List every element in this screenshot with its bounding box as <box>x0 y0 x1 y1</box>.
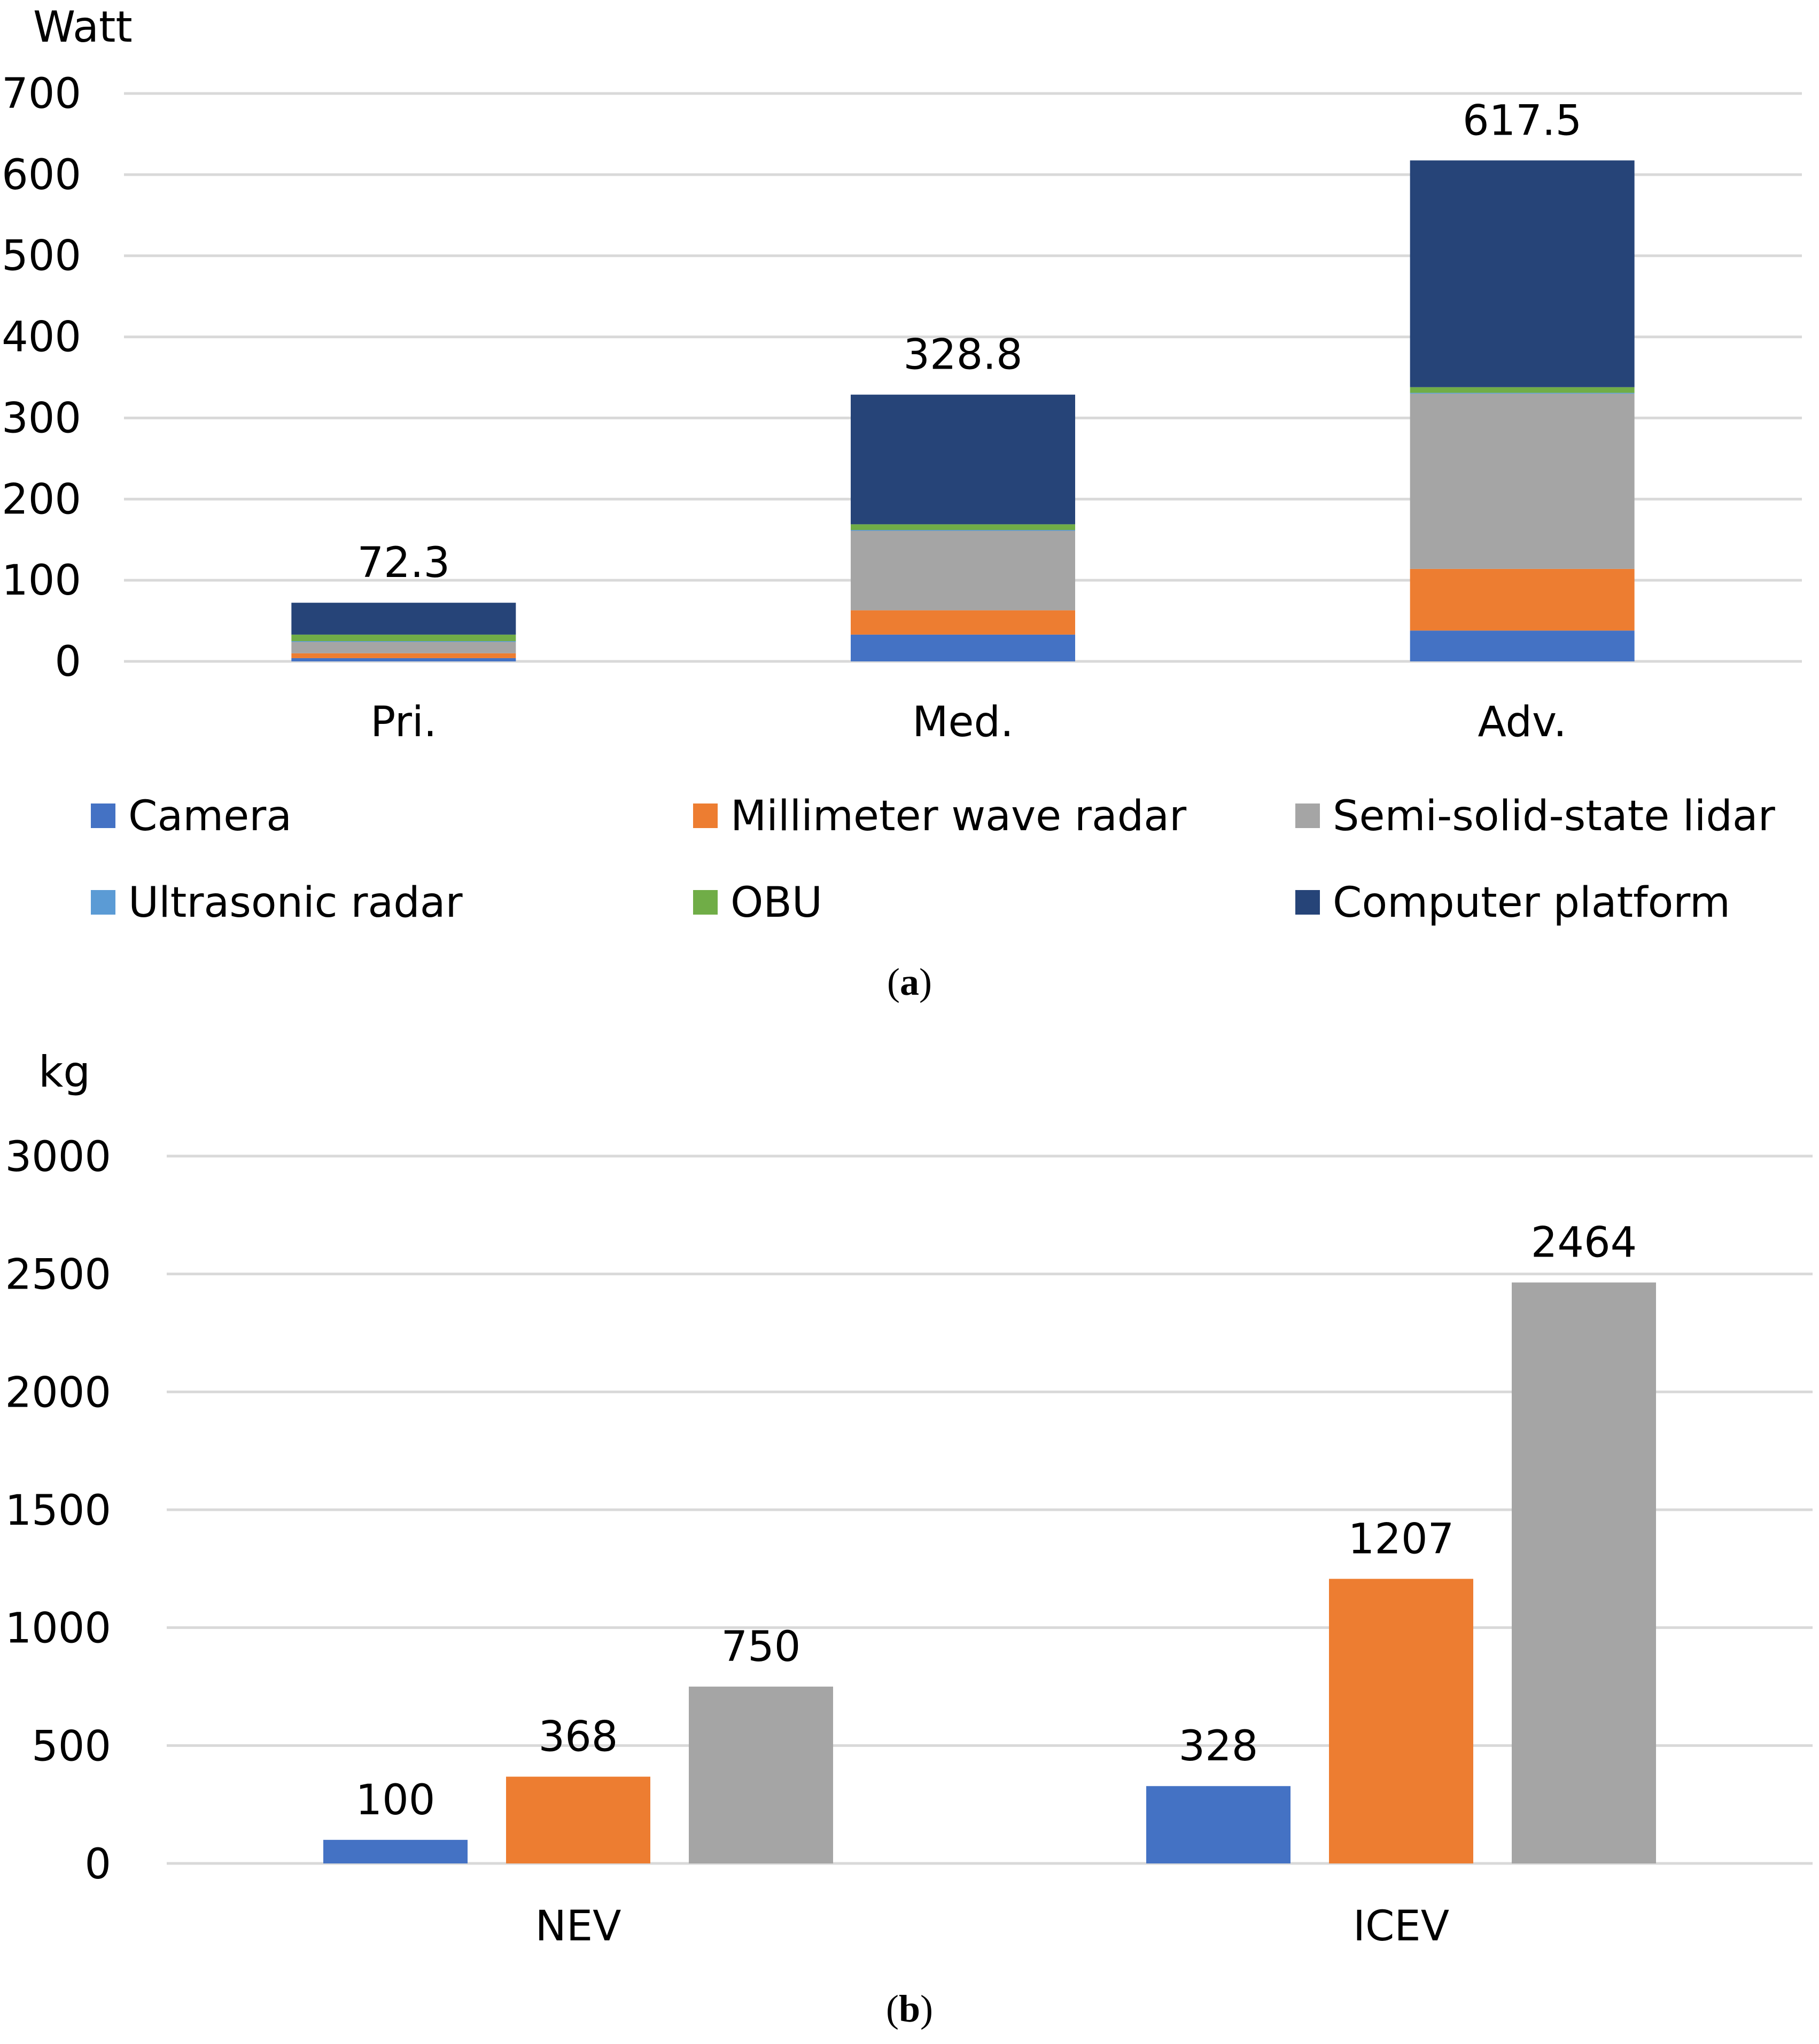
bar-med-millimeter-wave-radar <box>851 610 1075 635</box>
bar-med-computer-platform <box>851 394 1075 525</box>
panel-b-y-tick-label: 1500 <box>5 1487 111 1535</box>
bar-adv-ultrasonic-radar <box>1410 393 1635 394</box>
legend-label: OBU <box>730 879 822 927</box>
total-label-pri: 72.3 <box>357 539 450 587</box>
panel-a-y-tick-label: 100 <box>2 557 81 605</box>
bar-icev-series-2 <box>1329 1579 1473 1863</box>
bar-nev-series-2 <box>506 1776 650 1863</box>
legend-swatch <box>1295 890 1320 915</box>
category-label-med: Med. <box>912 698 1014 746</box>
caption-a-letter: a <box>900 961 919 1003</box>
bar-pri-camera <box>291 658 516 661</box>
data-label-nev-series-2: 368 <box>539 1713 618 1761</box>
bar-pri-computer-platform <box>291 603 516 635</box>
total-label-adv: 617.5 <box>1463 97 1582 145</box>
panel-a-bars <box>291 160 1635 661</box>
caption-b-letter: b <box>899 1987 920 2030</box>
panel-b-unit-label: kg <box>38 1047 90 1097</box>
panel-b-y-axis: 0 500 1000 1500 2000 2500 3000 <box>5 1133 111 1889</box>
legend-label: Millimeter wave radar <box>730 792 1187 840</box>
legend-swatch <box>693 803 718 828</box>
legend-item-obu: OBU <box>693 879 822 927</box>
panel-a-chart: Watt 0 100 200 300 400 500 600 700 72.3 328.8 617… <box>2 2 1802 1003</box>
panel-b-y-tick-label: 0 <box>84 1840 111 1889</box>
caption-a: (a) <box>887 961 932 1003</box>
data-label-icev-series-2: 1207 <box>1348 1515 1455 1563</box>
panel-b-y-tick-label: 3000 <box>5 1133 111 1181</box>
category-label-pri: Pri. <box>370 698 437 746</box>
legend-swatch <box>91 890 115 915</box>
panel-a-y-axis: 0 100 200 300 400 500 600 700 <box>2 70 81 686</box>
legend-item-millimeter-wave-radar: Millimeter wave radar <box>693 792 1187 840</box>
panel-b-y-tick-label: 2500 <box>5 1251 111 1299</box>
bar-med-obu <box>851 524 1075 530</box>
panel-b-data-labels: 100 368 750 328 1207 2464 <box>356 1219 1637 1824</box>
bar-icev-series-3 <box>1512 1282 1656 1863</box>
legend-label: Ultrasonic radar <box>128 879 463 927</box>
bar-med-camera <box>851 634 1075 661</box>
total-label-med: 328.8 <box>903 331 1022 379</box>
bar-adv-obu <box>1410 387 1635 393</box>
panel-a-y-tick-label: 600 <box>2 151 81 199</box>
panel-a-y-tick-label: 0 <box>55 638 81 686</box>
legend-swatch <box>91 803 115 828</box>
legend-swatch <box>1295 803 1320 828</box>
legend-label: Semi-solid-state lidar <box>1333 792 1776 840</box>
legend-item-camera: Camera <box>91 792 292 840</box>
panel-a-y-tick-label: 200 <box>2 475 81 524</box>
panel-a-legend: Camera Millimeter wave radar Semi-solid-st… <box>91 792 1776 927</box>
panel-b-bars <box>323 1282 1656 1863</box>
panel-a-y-tick-label: 300 <box>2 394 81 442</box>
panel-b-chart: kg 0 500 1000 1500 2000 2500 3000 100 368 750 328… <box>5 1047 1813 2030</box>
legend-item-ultrasonic-radar: Ultrasonic radar <box>91 879 463 927</box>
data-label-icev-series-1: 328 <box>1179 1722 1258 1770</box>
legend-label: Camera <box>128 792 292 840</box>
bar-med-ultrasonic-radar <box>851 529 1075 531</box>
bar-adv-millimeter-wave-radar <box>1410 568 1635 631</box>
panel-a-y-tick-label: 700 <box>2 70 81 118</box>
bar-pri-ultrasonic-radar <box>291 641 516 642</box>
panel-b-y-tick-label: 2000 <box>5 1369 111 1417</box>
panel-a-unit-label: Watt <box>33 2 133 52</box>
bar-nev-series-1 <box>323 1839 468 1863</box>
panel-b-x-axis: NEV ICEV <box>535 1902 1450 1951</box>
panel-b-y-tick-label: 1000 <box>5 1605 111 1653</box>
bar-pri-millimeter-wave-radar <box>291 653 516 658</box>
bar-adv-computer-platform <box>1410 160 1635 387</box>
bar-med-semi-solid-state-lidar <box>851 530 1075 611</box>
data-label-nev-series-3: 750 <box>721 1623 801 1671</box>
bar-icev-series-1 <box>1146 1786 1291 1863</box>
bar-adv-semi-solid-state-lidar <box>1410 393 1635 569</box>
legend-item-computer-platform: Computer platform <box>1295 879 1730 927</box>
caption-b: (b) <box>886 1987 933 2030</box>
panel-a-x-axis: Pri. Med. Adv. <box>370 698 1567 746</box>
data-label-icev-series-3: 2464 <box>1531 1219 1637 1267</box>
bar-adv-camera <box>1410 630 1635 661</box>
panel-a-y-tick-label: 400 <box>2 314 81 362</box>
panel-a-y-tick-label: 500 <box>2 232 81 280</box>
legend-swatch <box>693 890 718 915</box>
bar-nev-series-3 <box>689 1687 833 1863</box>
category-label-adv: Adv. <box>1478 698 1566 746</box>
legend-item-semi-solid-state-lidar: Semi-solid-state lidar <box>1295 792 1776 840</box>
data-label-nev-series-1: 100 <box>356 1776 436 1824</box>
category-label-nev: NEV <box>535 1902 621 1951</box>
panel-b-y-tick-label: 500 <box>32 1722 111 1770</box>
legend-label: Computer platform <box>1333 879 1730 927</box>
category-label-icev: ICEV <box>1353 1902 1449 1951</box>
bar-pri-semi-solid-state-lidar <box>291 642 516 653</box>
panel-a-total-labels: 72.3 328.8 617.5 <box>357 97 1582 587</box>
bar-pri-obu <box>291 634 516 642</box>
